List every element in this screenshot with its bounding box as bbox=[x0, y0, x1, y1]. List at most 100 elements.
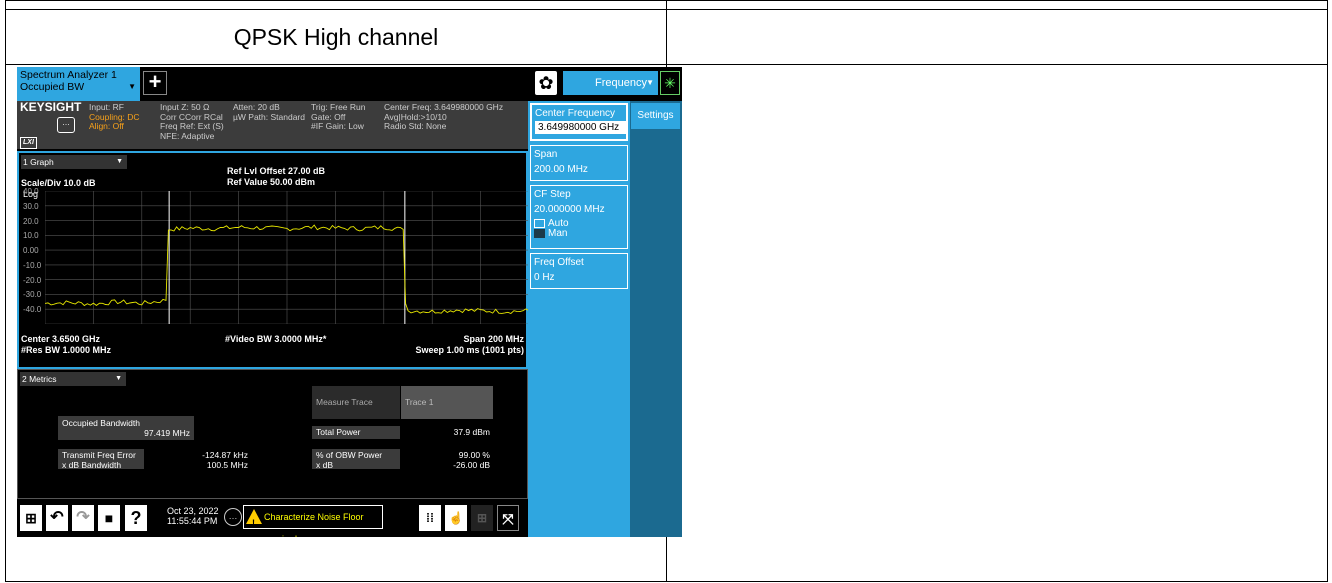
cf-step-label: CF Step bbox=[534, 189, 571, 200]
menu-select-label: Frequency bbox=[595, 77, 647, 89]
freq-offset-label: Freq Offset bbox=[534, 257, 584, 268]
menu-select-frequency[interactable]: Frequency ▼ bbox=[563, 71, 658, 95]
transmit-freq-error-label: Transmit Freq Error bbox=[62, 450, 136, 460]
graph-window[interactable]: 1 Graph ▼ Ref Lvl Offset 27.00 dB Ref Va… bbox=[17, 151, 529, 369]
tab-settings[interactable]: Settings bbox=[631, 103, 680, 129]
measure-trace-select[interactable]: Trace 1 bbox=[401, 386, 493, 419]
status-nfe: NFE: Adaptive bbox=[160, 130, 215, 141]
span-key-label: Span bbox=[534, 149, 558, 160]
add-screen-button[interactable]: + bbox=[143, 71, 167, 95]
obw-marker-bracket bbox=[168, 191, 406, 324]
sweep-label: Sweep 1.00 ms (1001 pts) bbox=[415, 345, 524, 355]
graph-selector-label: 1 Graph bbox=[23, 157, 54, 167]
help-icon[interactable]: ? bbox=[125, 505, 147, 531]
freq-offset-key[interactable]: Freq Offset 0 Hz bbox=[530, 253, 628, 289]
status-freq-ref: Freq Ref: Ext (S) bbox=[160, 121, 224, 131]
man-label: Man bbox=[548, 228, 568, 240]
status-trig: Trig: Free Run bbox=[311, 102, 366, 112]
auto-indicator-icon bbox=[534, 219, 545, 228]
span-key[interactable]: Span 200.00 MHz bbox=[530, 145, 628, 181]
grid-layout-icon[interactable]: ⁞⁞ bbox=[419, 505, 441, 531]
cf-step-value: 20.000000 MHz bbox=[534, 204, 605, 215]
auto-label: Auto bbox=[548, 218, 569, 230]
ref-value: Ref Value 50.00 dBm bbox=[227, 177, 316, 187]
span-label: Span 200 MHz bbox=[463, 334, 524, 344]
status-uw-path: µW Path: Standard bbox=[233, 111, 305, 122]
xdb-bandwidth-value: 100.5 MHz bbox=[206, 460, 248, 470]
metrics-window[interactable]: 2 Metrics ▼ Occupied Bandwidth 97.419 MH… bbox=[17, 369, 528, 499]
tfe-label-box bbox=[58, 449, 144, 469]
span-key-value: 200.00 MHz bbox=[534, 164, 588, 175]
fullscreen-icon[interactable]: ⤧ bbox=[497, 505, 519, 531]
more-icon[interactable]: … bbox=[224, 508, 242, 526]
occupied-bandwidth-label: Occupied Bandwidth bbox=[62, 418, 140, 428]
message-icon[interactable]: … bbox=[57, 117, 75, 133]
touch-icon[interactable]: ☝ bbox=[445, 505, 467, 531]
table-top-right-cell bbox=[666, 0, 1328, 10]
undo-icon[interactable]: ↶ bbox=[46, 505, 68, 531]
file-icon[interactable]: ■ bbox=[98, 505, 120, 531]
multi-window-icon[interactable]: ⊞ bbox=[471, 505, 493, 531]
tab-spectrum-analyzer[interactable]: Spectrum Analyzer 1 Occupied BW ▼ bbox=[17, 67, 141, 101]
warning-icon: ! bbox=[246, 509, 262, 528]
date-time: Oct 23, 2022 11:55:44 PM bbox=[167, 506, 219, 526]
chevron-down-icon: ▼ bbox=[128, 82, 136, 91]
graph-selector[interactable]: 1 Graph ▼ bbox=[21, 155, 127, 169]
y-tick-label: -40.0 bbox=[23, 305, 42, 315]
man-indicator-icon bbox=[534, 229, 545, 239]
busy-indicator-icon: ✳ bbox=[660, 71, 680, 95]
windows-icon[interactable]: ⊞ bbox=[20, 505, 42, 531]
y-tick-label: 0.00 bbox=[23, 246, 39, 256]
status-coupling: Coupling: DC bbox=[89, 111, 140, 122]
warning-text: Characterize Noise Floor required bbox=[264, 512, 364, 537]
y-tick-label: 10.0 bbox=[23, 231, 39, 241]
status-avg-hold: Avg|Hold:>10/10 bbox=[384, 111, 447, 122]
total-power-label: Total Power bbox=[316, 427, 361, 437]
metrics-selector[interactable]: 2 Metrics ▼ bbox=[20, 372, 126, 386]
center-frequency-label: Center 3.6500 GHz bbox=[21, 334, 101, 344]
empty-right-cell bbox=[666, 64, 1328, 582]
y-tick-label: 40.0 bbox=[23, 187, 39, 196]
freq-offset-value: 0 Hz bbox=[534, 272, 555, 283]
center-frequency-input[interactable]: 3.649980000 GHz bbox=[535, 121, 627, 134]
date-label: Oct 23, 2022 bbox=[167, 506, 219, 516]
y-tick-label: 30.0 bbox=[23, 201, 39, 211]
center-frequency-key[interactable]: Center Frequency 3.649980000 GHz bbox=[530, 103, 628, 141]
spectrum-trace bbox=[45, 224, 529, 315]
gear-icon[interactable]: ✿ bbox=[535, 71, 557, 95]
status-input-z: Input Z: 50 Ω bbox=[160, 102, 210, 112]
metrics-selector-label: 2 Metrics bbox=[22, 374, 57, 384]
occupied-bandwidth-box: Occupied Bandwidth 97.419 MHz bbox=[58, 416, 194, 440]
measure-trace-label: Measure Trace bbox=[312, 386, 400, 419]
status-corr: Corr CCorr RCal bbox=[160, 111, 223, 122]
obw-power-label: % of OBW Power bbox=[316, 450, 383, 460]
table-top-left-cell bbox=[5, 0, 667, 10]
status-center-freq: Center Freq: 3.649980000 GHz bbox=[384, 102, 504, 112]
xdb-value: -26.00 dB bbox=[453, 460, 490, 470]
softkey-panel: Settings Center Frequency 3.649980000 GH… bbox=[528, 101, 682, 537]
spectrum-analyzer-screenshot: Spectrum Analyzer 1 Occupied BW ▼ + ✿ Fr… bbox=[17, 67, 682, 537]
spectrum-plot[interactable] bbox=[45, 191, 529, 324]
taskbar: ⊞ ↶ ↷ ■ ? Oct 23, 2022 11:55:44 PM … ! C… bbox=[17, 499, 528, 537]
time-label: 11:55:44 PM bbox=[167, 516, 218, 526]
status-align: Align: Off bbox=[89, 121, 124, 131]
cf-step-mode: Auto Man bbox=[534, 219, 624, 239]
xdb-label: x dB bbox=[316, 460, 334, 470]
cf-step-man-option[interactable]: Man bbox=[534, 229, 624, 239]
y-tick-label: -10.0 bbox=[23, 260, 42, 270]
occupied-bandwidth-value: 97.419 MHz bbox=[144, 428, 190, 438]
document-title: QPSK High channel bbox=[5, 9, 667, 65]
warning-message[interactable]: ! Characterize Noise Floor required bbox=[243, 505, 383, 537]
status-radio-std: Radio Std: None bbox=[384, 121, 447, 131]
chevron-down-icon: ▼ bbox=[116, 158, 123, 165]
cf-step-key[interactable]: CF Step 20.000000 MHz Auto Man bbox=[530, 185, 628, 249]
ref-level-offset: Ref Lvl Offset 27.00 dB bbox=[227, 166, 326, 176]
cf-step-auto-option[interactable]: Auto bbox=[534, 219, 624, 229]
settings-status-bar[interactable]: KEYSIGHT … LXI Input: RF Coupling: DC Al… bbox=[17, 101, 528, 149]
status-gate: Gate: Off bbox=[311, 111, 346, 122]
tab-measurement: Occupied BW bbox=[20, 81, 85, 93]
y-tick-label: -30.0 bbox=[23, 290, 42, 300]
redo-icon[interactable]: ↷ bbox=[72, 505, 94, 531]
res-bw-label: #Res BW 1.0000 MHz bbox=[21, 345, 112, 355]
total-power-label-box bbox=[312, 426, 400, 439]
